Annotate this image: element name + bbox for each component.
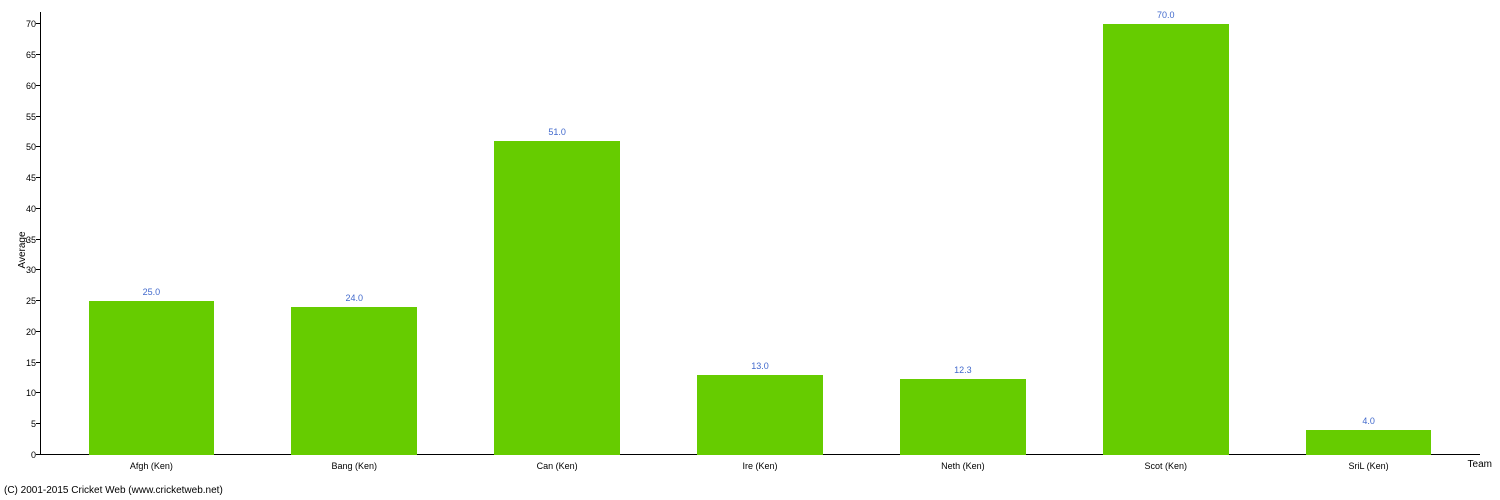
bar-rect bbox=[494, 141, 620, 455]
bar-value-label: 24.0 bbox=[346, 293, 364, 303]
y-tick-label: 65 bbox=[10, 50, 36, 60]
y-tick-label: 10 bbox=[10, 388, 36, 398]
bar-rect bbox=[697, 375, 823, 455]
bars-container: 25.0Afgh (Ken)24.0Bang (Ken)51.0Can (Ken… bbox=[40, 12, 1480, 455]
bar-category-label: Neth (Ken) bbox=[941, 461, 985, 471]
y-tick-label: 15 bbox=[10, 358, 36, 368]
bar-slot: 24.0Bang (Ken) bbox=[253, 12, 456, 455]
bar-slot: 4.0SriL (Ken) bbox=[1267, 12, 1470, 455]
bar-slot: 13.0Ire (Ken) bbox=[659, 12, 862, 455]
bar-value-label: 25.0 bbox=[143, 287, 161, 297]
bar-rect bbox=[1306, 430, 1432, 455]
bar-category-label: Scot (Ken) bbox=[1144, 461, 1187, 471]
y-tick-label: 30 bbox=[10, 265, 36, 275]
bar-slot: 70.0Scot (Ken) bbox=[1064, 12, 1267, 455]
y-tick-label: 50 bbox=[10, 142, 36, 152]
bar-value-label: 51.0 bbox=[548, 127, 566, 137]
bar-value-label: 4.0 bbox=[1362, 416, 1375, 426]
y-tick-label: 0 bbox=[10, 450, 36, 460]
bar-category-label: SriL (Ken) bbox=[1348, 461, 1388, 471]
bar-category-label: Can (Ken) bbox=[537, 461, 578, 471]
bar-slot: 51.0Can (Ken) bbox=[456, 12, 659, 455]
bar-rect bbox=[89, 301, 215, 455]
bar-category-label: Bang (Ken) bbox=[332, 461, 378, 471]
x-axis-label: Team bbox=[1468, 459, 1492, 470]
bar-slot: 25.0Afgh (Ken) bbox=[50, 12, 253, 455]
y-tick-label: 35 bbox=[10, 235, 36, 245]
bar-rect bbox=[900, 379, 1026, 455]
plot-area: 0510152025303540455055606570 25.0Afgh (K… bbox=[40, 12, 1480, 455]
bar-value-label: 13.0 bbox=[751, 361, 769, 371]
y-tick-label: 25 bbox=[10, 296, 36, 306]
bar-value-label: 12.3 bbox=[954, 365, 972, 375]
bar-rect bbox=[291, 307, 417, 455]
y-tick-label: 40 bbox=[10, 204, 36, 214]
bar-rect bbox=[1103, 24, 1229, 455]
bar-value-label: 70.0 bbox=[1157, 10, 1175, 20]
y-tick-label: 70 bbox=[10, 19, 36, 29]
y-tick-label: 20 bbox=[10, 327, 36, 337]
chart-container: Average 0510152025303540455055606570 25.… bbox=[0, 0, 1500, 500]
y-tick-label: 5 bbox=[10, 419, 36, 429]
bar-category-label: Afgh (Ken) bbox=[130, 461, 173, 471]
bar-slot: 12.3Neth (Ken) bbox=[861, 12, 1064, 455]
y-tick-label: 45 bbox=[10, 173, 36, 183]
y-tick-label: 55 bbox=[10, 112, 36, 122]
y-tick-label: 60 bbox=[10, 81, 36, 91]
copyright-text: (C) 2001-2015 Cricket Web (www.cricketwe… bbox=[4, 485, 223, 496]
bar-category-label: Ire (Ken) bbox=[742, 461, 777, 471]
